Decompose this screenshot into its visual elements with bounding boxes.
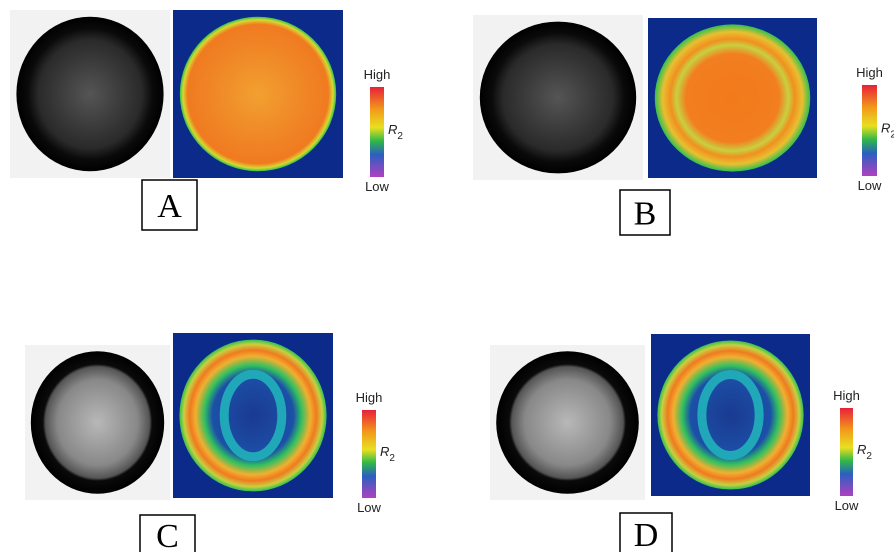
panel: High Low R2 C bbox=[25, 333, 395, 552]
subscript: 2 bbox=[890, 130, 894, 141]
scale-symbol: R2 bbox=[380, 444, 395, 464]
panel-label: B bbox=[634, 196, 657, 233]
symbol: R bbox=[881, 121, 890, 136]
color-bar bbox=[362, 410, 376, 498]
mri-image bbox=[480, 22, 636, 174]
scale-low: Low bbox=[858, 178, 882, 193]
scale-low: Low bbox=[365, 179, 389, 194]
r2-map bbox=[180, 17, 336, 172]
r2-map bbox=[657, 340, 803, 489]
scale-high: High bbox=[833, 388, 860, 403]
subscript: 2 bbox=[389, 453, 395, 464]
scale-symbol: R2 bbox=[857, 442, 872, 462]
symbol: R bbox=[857, 442, 866, 457]
figure: HighLowR2AHighLowR2BHighLowR2CHighLowR2D bbox=[0, 0, 894, 552]
panel: High Low R2 A bbox=[10, 10, 403, 230]
r2-map bbox=[179, 340, 326, 492]
mri-image bbox=[16, 17, 163, 172]
symbol: R bbox=[388, 122, 397, 137]
scale-high: High bbox=[856, 65, 883, 80]
scale-low: Low bbox=[357, 500, 381, 515]
panel: High Low R2 D bbox=[490, 334, 872, 552]
scale-symbol: R2 bbox=[881, 121, 894, 141]
mri-image bbox=[496, 351, 639, 494]
panel-label: A bbox=[157, 188, 182, 225]
panel: High Low R2 B bbox=[473, 15, 894, 235]
color-bar bbox=[370, 87, 384, 177]
color-bar bbox=[862, 85, 877, 176]
subscript: 2 bbox=[866, 451, 872, 462]
scale-high: High bbox=[356, 390, 383, 405]
r2-map bbox=[655, 24, 810, 171]
panel-label: C bbox=[156, 518, 179, 552]
mri-image bbox=[31, 351, 164, 494]
scale-high: High bbox=[364, 67, 391, 82]
subscript: 2 bbox=[397, 131, 403, 142]
scale-symbol: R2 bbox=[388, 122, 403, 142]
panel-label: D bbox=[634, 517, 659, 552]
symbol: R bbox=[380, 444, 389, 459]
color-bar bbox=[840, 408, 853, 496]
scale-low: Low bbox=[835, 498, 859, 513]
